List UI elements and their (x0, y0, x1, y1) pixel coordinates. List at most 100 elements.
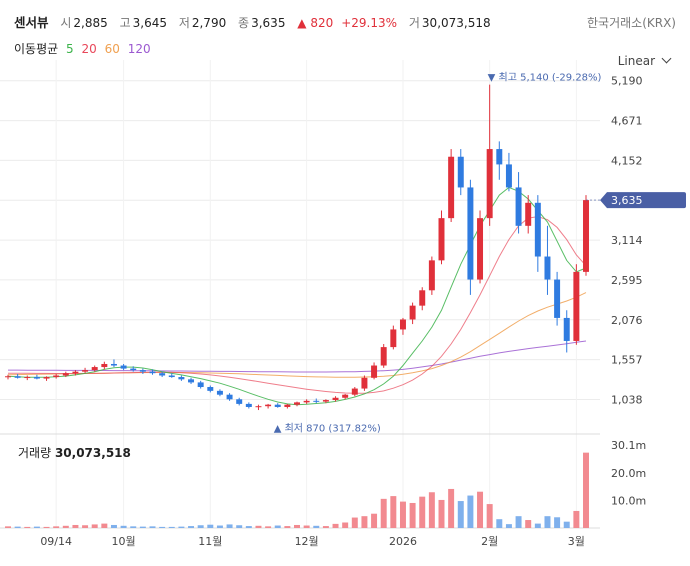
volume-bar (5, 526, 11, 528)
close-value: 3,635 (251, 16, 286, 30)
candle-body (101, 363, 108, 368)
current-price-badge-shape (600, 192, 686, 209)
volume-bars (5, 452, 589, 528)
x-tick-label: 3월 (568, 535, 585, 548)
low-value: 2,790 (191, 16, 227, 30)
volume-bar (399, 501, 406, 528)
y-tick-label: 3,114 (611, 234, 643, 247)
ma-120-label: 120 (127, 42, 151, 56)
volume-bar (168, 526, 175, 528)
open-value: 2,885 (73, 16, 108, 30)
y-tick-label: 2,595 (611, 274, 643, 287)
price-axis: 5,1904,6714,1523,6333,1142,5952,0761,557… (611, 75, 643, 407)
ma-20-label: 20 (81, 42, 97, 56)
volume-bar (226, 524, 233, 528)
volume-bar (245, 526, 252, 528)
candle-body (428, 260, 435, 291)
volume-bar (496, 519, 503, 528)
scale-dropdown[interactable]: Linear (617, 53, 672, 68)
candle-body (544, 256, 551, 280)
volume-axis: 30.1m 20.0m 10.0m (611, 439, 646, 507)
y-tick-label: 5,190 (611, 75, 643, 88)
candle-body (505, 164, 512, 188)
candle-body (62, 373, 69, 376)
candle-body (534, 202, 541, 257)
candle-body (477, 218, 484, 280)
candle-body (43, 377, 50, 379)
candle-body (53, 375, 60, 378)
close-label: 종 (238, 16, 250, 30)
candle-body (110, 363, 117, 366)
volume-bar (82, 525, 89, 528)
volume-bar (438, 499, 445, 528)
volume-bar (583, 452, 589, 528)
ma20-line (8, 216, 587, 394)
candle-body (188, 379, 195, 383)
moving-average-legend[interactable]: 이동평균 5 20 60 120 (14, 40, 155, 57)
volume-bar (110, 524, 117, 528)
candle-body (197, 382, 204, 388)
volume-bar (409, 502, 416, 528)
volume-panel-label: 거래량 30,073,518 (18, 444, 131, 461)
candle-body (159, 373, 166, 376)
low-label: 저 (178, 16, 190, 30)
candle-body (82, 370, 89, 372)
candle-body (332, 397, 339, 401)
min-price-annotation: ▲ 최저 870 (317.82%) (274, 423, 381, 435)
candle-body (14, 376, 21, 378)
candle-body (294, 402, 300, 405)
volume-bar (573, 510, 580, 528)
ma120-line (8, 340, 587, 373)
volume-bar (380, 498, 387, 528)
scale-dropdown-label: Linear (617, 54, 655, 68)
candle-body (33, 377, 40, 379)
change-value: ▲ 820 (297, 16, 334, 30)
high-label: 고 (119, 16, 131, 30)
y-tick-label: 4,152 (611, 154, 643, 167)
candle-body (168, 375, 175, 378)
candle-body (139, 370, 146, 372)
candle-body (207, 387, 214, 391)
volume-bar (428, 492, 435, 528)
candle-body (236, 399, 243, 404)
volume-bar (255, 525, 262, 528)
candle-body (361, 377, 368, 389)
ma-legend-title: 이동평균 (14, 42, 59, 56)
volume-bar (274, 525, 281, 528)
volume-bar (505, 524, 512, 528)
x-tick-label: 10월 (112, 535, 136, 548)
candle-body (448, 156, 455, 219)
price-header: 센서뷰 시 2,885 고 3,645 저 2,790 종 3,635 ▲ 820 +29… (14, 12, 684, 32)
volume-bar (236, 525, 243, 528)
volume-tick-label: 20.0m (611, 467, 646, 480)
volume-bar (120, 525, 127, 528)
candle-body (438, 218, 445, 261)
volume-bar (544, 516, 551, 528)
candle-body (284, 404, 291, 407)
volume-bar (457, 501, 464, 528)
volume-bar (448, 488, 455, 528)
volume-bar (371, 513, 378, 528)
volume-bar (188, 526, 195, 528)
candle-body (390, 329, 397, 348)
x-tick-label: 2월 (481, 535, 498, 548)
candle-body (515, 187, 522, 226)
candle-body (583, 200, 589, 272)
volume-bar (534, 523, 541, 528)
volume-bar (62, 525, 69, 528)
moving-average-lines (7, 186, 587, 406)
open-label: 시 (60, 16, 72, 30)
date-axis: 09/14 10월 11월 12월 2026 2월 3월 (40, 535, 585, 548)
candle-body (91, 367, 98, 371)
volume-bar (477, 491, 484, 528)
y-tick-label: 4,671 (611, 115, 643, 128)
candle-body (467, 187, 474, 280)
candle-body (303, 400, 310, 403)
volume-bar (130, 526, 137, 528)
candle-body (178, 377, 185, 380)
volume-panel-title: 거래량 (18, 446, 52, 460)
volume-bar (515, 516, 522, 528)
current-price-badge: 3,635 (586, 192, 686, 209)
volume-bar (24, 526, 31, 528)
